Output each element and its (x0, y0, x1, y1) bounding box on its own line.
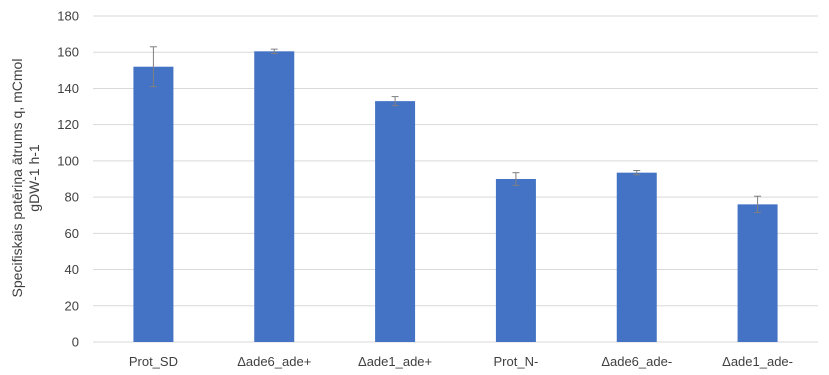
x-tick-label: Prot_N- (494, 354, 539, 369)
y-tick-label: 40 (65, 262, 79, 277)
x-tick-label: Δade1_ade+ (358, 354, 432, 369)
x-tick-label: Prot_SD (129, 354, 178, 369)
x-tick-label: Δade6_ade+ (237, 354, 311, 369)
x-tick-labels: Prot_SD Δade6_ade+ Δade1_ade+ Prot_N- Δade6_… (129, 354, 793, 369)
y-axis-title: Specifiskais patēriņa ātrums q, mCmol gD… (9, 59, 42, 298)
x-tick-label: Δade6_ade- (601, 354, 672, 369)
bar (254, 51, 295, 343)
error-bar (754, 195, 762, 214)
y-tick-label: 160 (57, 45, 79, 60)
error-bar (633, 169, 641, 176)
y-tick-label: 140 (57, 81, 79, 96)
y-tick-labels: 0 20 40 60 80 100 120 140 160 180 (57, 9, 79, 350)
error-bar (391, 96, 399, 107)
error-bar (270, 48, 278, 54)
bar (133, 66, 174, 342)
y-tick-label: 100 (57, 153, 79, 168)
error-bars (149, 46, 762, 214)
error-bar (149, 46, 157, 88)
bar (616, 172, 657, 342)
bars (133, 51, 778, 343)
error-bar (512, 172, 520, 186)
y-tick-label: 80 (65, 190, 79, 205)
y-axis-title-line-1: Specifiskais patēriņa ātrums q, mCmol (9, 59, 25, 298)
x-tick-label: Δade1_ade- (722, 354, 793, 369)
y-tick-label: 120 (57, 117, 79, 132)
y-axis-title-line-2: gDW-1 h-1 (26, 144, 42, 212)
bar (737, 204, 778, 342)
y-tick-label: 20 (65, 298, 79, 313)
y-tick-label: 60 (65, 226, 79, 241)
bar (375, 101, 416, 342)
bar (495, 179, 536, 342)
y-tick-label: 180 (57, 9, 79, 24)
gridlines (93, 15, 818, 343)
y-tick-label: 0 (72, 335, 79, 350)
